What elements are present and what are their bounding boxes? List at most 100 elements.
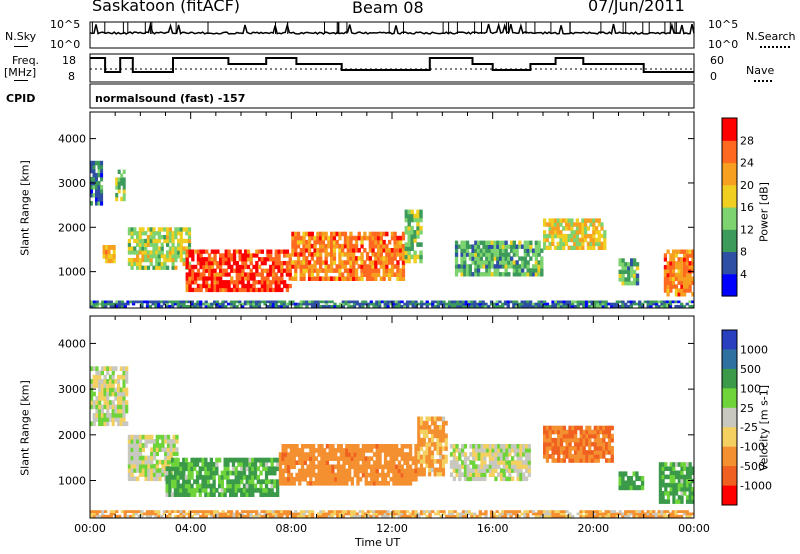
heatmap-cell	[209, 492, 213, 497]
heatmap-cell	[390, 272, 395, 277]
heatmap-cell	[649, 512, 653, 516]
heatmap-cell	[357, 231, 361, 237]
heatmap-cell	[408, 476, 413, 482]
heatmap-cell	[341, 252, 345, 257]
heatmap-cell	[568, 429, 572, 435]
heatmap-cell	[511, 460, 515, 465]
heatmap-cell	[95, 374, 99, 380]
heatmap-cell	[106, 408, 110, 414]
heatmap-cell	[97, 180, 101, 186]
heatmap-cell	[162, 302, 166, 306]
heatmap-cell	[221, 302, 225, 306]
heatmap-cell	[95, 417, 99, 422]
heatmap-cell	[138, 235, 142, 240]
heatmap-cell	[345, 448, 349, 453]
heatmap-cell	[361, 304, 365, 308]
heatmap-cell	[621, 302, 625, 306]
heatmap-cell	[219, 253, 223, 258]
heatmap-cell	[411, 476, 415, 482]
heatmap-cell	[187, 470, 191, 476]
heatmap-cell	[688, 276, 692, 281]
heatmap-cell	[109, 304, 113, 308]
heatmap-cell	[277, 257, 281, 262]
heatmap-cell	[445, 304, 449, 308]
heatmap-cell	[151, 510, 155, 513]
heatmap-cell	[98, 408, 102, 414]
heatmap-cell	[624, 269, 628, 274]
heatmap-cell	[106, 302, 111, 306]
heatmap-cell	[430, 454, 435, 460]
heatmap-cell	[408, 512, 413, 516]
heatmap-cell	[395, 468, 399, 474]
heatmap-cell	[517, 304, 522, 308]
heatmap-cell	[342, 448, 346, 453]
freq-trace	[90, 57, 694, 73]
heatmap-cell	[264, 479, 269, 485]
heatmap-cell	[155, 443, 159, 448]
heatmap-cell	[600, 241, 604, 247]
heatmap-cell	[215, 302, 220, 306]
heatmap-cell	[131, 510, 136, 513]
heatmap-cell	[115, 196, 119, 202]
heatmap-cell	[510, 244, 514, 249]
heatmap-cell	[627, 277, 631, 282]
heatmap-cell	[425, 463, 429, 468]
heatmap-cell	[685, 466, 690, 471]
heatmap-cell	[503, 510, 508, 513]
heatmap-cell	[123, 514, 127, 518]
heatmap-cell	[296, 304, 301, 308]
heatmap-cell	[246, 280, 251, 285]
heatmap-cell	[193, 466, 197, 472]
heatmap-cell	[688, 272, 692, 278]
heatmap-cell	[393, 256, 397, 261]
heatmap-cell	[551, 233, 555, 239]
heatmap-cell	[130, 227, 134, 232]
heatmap-cell	[519, 472, 523, 477]
heatmap-cell	[199, 253, 203, 258]
heatmap-cell	[375, 300, 379, 304]
heatmap-cell	[439, 514, 443, 518]
heatmap-cell	[407, 254, 411, 260]
heatmap-cell	[235, 261, 239, 266]
heatmap-cell	[256, 474, 260, 480]
heatmap-cell	[460, 248, 464, 253]
heatmap-cell	[396, 248, 400, 253]
heatmap-cell	[512, 252, 516, 257]
heatmap-cell	[666, 495, 671, 500]
heatmap-cell	[232, 287, 237, 293]
heatmap-cell	[516, 448, 520, 453]
heatmap-cell	[238, 257, 242, 262]
heatmap-cell	[302, 252, 306, 257]
heatmap-cell	[688, 280, 692, 285]
heatmap-cell	[508, 468, 512, 473]
heatmap-cell	[661, 491, 665, 496]
heatmap-cell	[461, 512, 466, 516]
heatmap-cell	[216, 272, 220, 277]
heatmap-cell	[202, 283, 206, 289]
heatmap-cell	[366, 510, 371, 513]
heatmap-cell	[266, 510, 270, 513]
heatmap-cell	[185, 264, 189, 270]
heatmap-cell	[565, 429, 569, 435]
heatmap-cell	[372, 476, 377, 482]
heatmap-cell	[378, 481, 382, 486]
heatmap-cell	[138, 246, 142, 251]
heatmap-cell	[502, 460, 506, 465]
heatmap-cell	[487, 256, 492, 261]
heatmap-cell	[661, 462, 665, 467]
heatmap-cell	[499, 468, 504, 473]
heatmap-cell	[507, 256, 511, 261]
heatmap-cell	[463, 272, 467, 277]
heatmap-cell	[307, 260, 312, 265]
heatmap-cell	[688, 482, 692, 488]
heatmap-cell	[562, 226, 566, 231]
heatmap-cell	[224, 272, 228, 277]
heatmap-cell	[307, 272, 312, 277]
heatmap-cell	[585, 429, 589, 435]
heatmap-cell	[632, 480, 636, 486]
heatmap-cell	[672, 482, 676, 488]
heatmap-cell	[344, 300, 348, 304]
heatmap-cell	[361, 512, 365, 516]
heatmap-cell	[210, 257, 214, 262]
heatmap-cell	[397, 452, 402, 457]
